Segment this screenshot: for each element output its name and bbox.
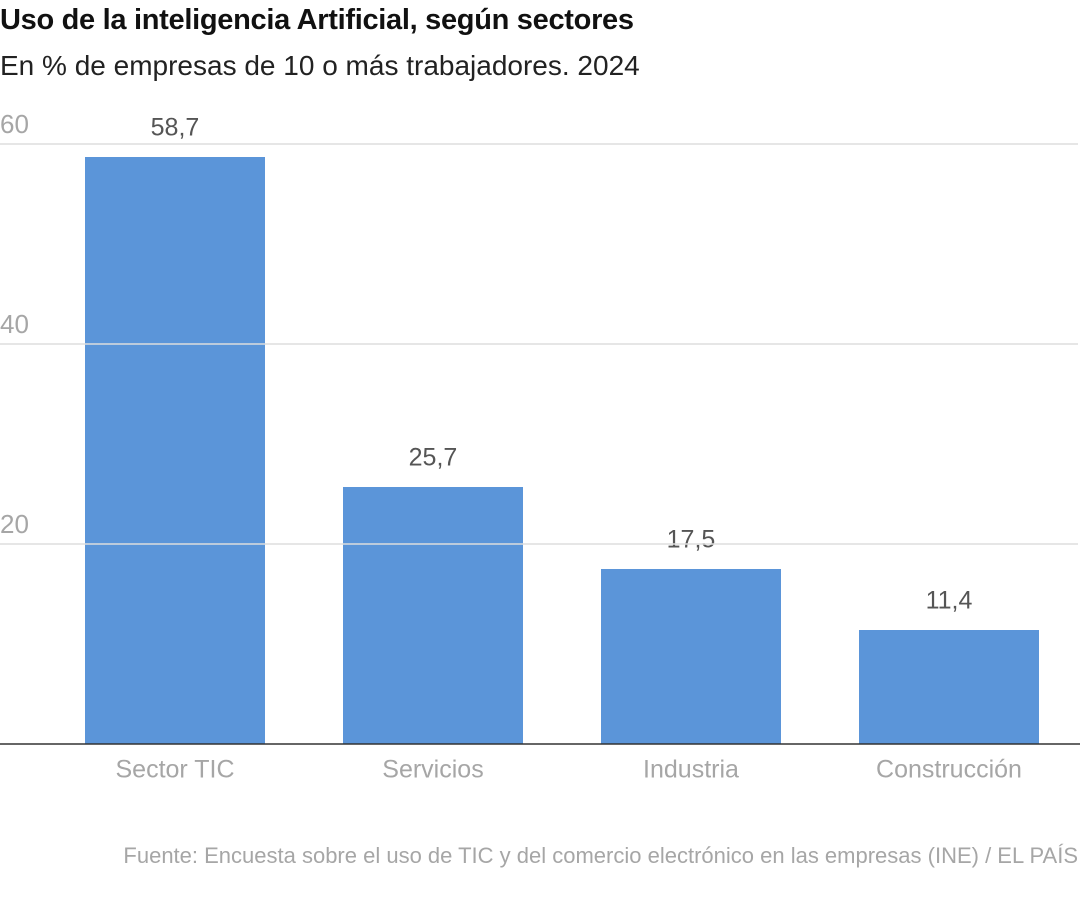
bar xyxy=(859,630,1039,744)
x-tick-label: Industria xyxy=(643,756,739,784)
x-tick-label: Servicios xyxy=(382,756,483,784)
y-tick-label: 20 xyxy=(0,509,29,539)
source: Fuente: Encuesta sobre el uso de TIC y d… xyxy=(123,843,1078,868)
bar xyxy=(343,487,523,744)
x-tick-label: Construcción xyxy=(876,756,1022,784)
x-tick-label: Sector TIC xyxy=(115,756,234,784)
chart-title: Uso de la inteligencia Artificial, según… xyxy=(0,4,634,36)
bar xyxy=(85,157,265,744)
value-label: 17,5 xyxy=(667,526,716,554)
chart: 11,4 Construcción 17,5 Industria 25,7 Servici… xyxy=(0,109,1080,784)
y-tick-label: 40 xyxy=(0,309,29,339)
value-label: 11,4 xyxy=(926,587,973,615)
value-label: 25,7 xyxy=(409,444,458,472)
value-label: 58,7 xyxy=(151,114,200,142)
y-tick-label: 60 xyxy=(0,109,29,139)
chart-subtitle: En % de empresas de 10 o más trabajadore… xyxy=(0,50,640,81)
bar xyxy=(601,569,781,744)
